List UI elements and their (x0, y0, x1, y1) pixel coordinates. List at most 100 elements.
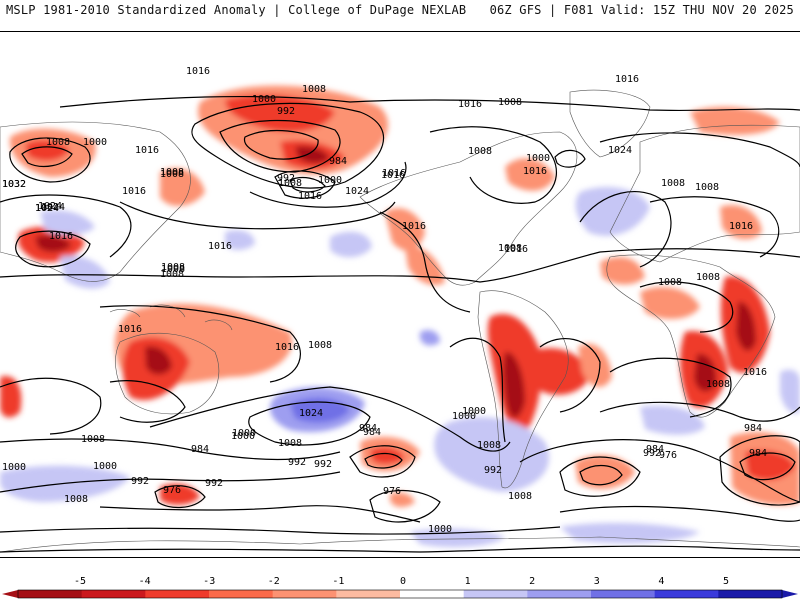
isobar (599, 401, 800, 422)
isobar-label: 992 (314, 459, 332, 470)
isobar-label: 992 (277, 106, 295, 117)
colorbar-segment (18, 590, 83, 598)
isobar (449, 337, 506, 443)
anomaly-patch (160, 483, 200, 505)
anomaly-patch (640, 405, 705, 435)
isobar-label: 984 (191, 444, 209, 455)
pressure-center-high: 1024 (35, 203, 59, 214)
colorbar-tick-label: 5 (723, 576, 729, 587)
isobar-label: 992 (288, 457, 306, 468)
isobar (349, 445, 416, 478)
isobar-label: 1016 (743, 367, 767, 378)
isobar-label: 1016 (186, 66, 210, 77)
isobar-label: 1016 (208, 241, 232, 252)
anomaly-patch (35, 234, 72, 253)
isobar-label: 1000 (462, 406, 486, 417)
isobar (59, 95, 800, 112)
isobar-label: 1000 (526, 153, 550, 164)
pressure-center-low: 984 (749, 448, 767, 459)
isobar-label: 1000 (231, 431, 255, 442)
isobar (191, 102, 385, 189)
isobar-label: 1024 (345, 186, 369, 197)
anomaly-patch (290, 397, 350, 423)
isobar-label: 984 (744, 423, 762, 434)
isobar-label: 1000 (252, 94, 276, 105)
isobar (0, 471, 341, 493)
isobar-label: 1008 (658, 277, 682, 288)
isobar (0, 438, 341, 461)
colorbar-segment (400, 590, 465, 598)
isobar (364, 452, 403, 469)
isobar (0, 545, 800, 553)
anomaly-patch (575, 455, 635, 489)
isobar-label: 1000 (428, 524, 452, 535)
isobar-label: 984 (363, 427, 381, 438)
isobar-label: 1016 (298, 191, 322, 202)
anomaly-patch (225, 230, 255, 250)
colorbar-segment (527, 590, 592, 598)
anomaly-patch (640, 287, 700, 319)
isobar (149, 386, 511, 452)
isobar-label: 1000 (452, 411, 476, 422)
anomaly-patch (370, 447, 405, 465)
isobar-label: 1008 (64, 494, 88, 505)
anomaly-shading-layer (0, 85, 800, 548)
isobar (0, 526, 561, 535)
colorbar-tick-label: 2 (529, 576, 535, 587)
isobars-layer (0, 95, 800, 553)
isobar (243, 129, 319, 160)
isobar (9, 137, 91, 183)
colorbar-outline (17, 589, 783, 599)
isobar (739, 452, 796, 481)
colorbar-segment (591, 590, 656, 598)
isobar (0, 248, 800, 283)
isobar (15, 230, 91, 268)
isobar-label: 992 (205, 478, 223, 489)
isobar (99, 305, 301, 383)
isobar-label: 1008 (696, 272, 720, 283)
isobar (379, 211, 471, 313)
colorbar-arrow-right (782, 590, 798, 598)
continent-antarctica (0, 536, 800, 553)
isobar-label: 1008 (161, 262, 185, 273)
isobar (99, 505, 421, 523)
isobar-label: 1008 (160, 169, 184, 180)
isobar-label: 1024 (38, 201, 62, 212)
isobar-label: 1000 (2, 462, 26, 473)
isobar-label: 1008 (706, 379, 730, 390)
anomaly-patch (145, 346, 172, 375)
anomaly-patch (405, 246, 445, 286)
isobar-label: 1032 (2, 179, 26, 190)
isobar-label: 1008 (695, 182, 719, 193)
isobar-label: 1008 (498, 243, 522, 254)
anomaly-patch (503, 351, 525, 418)
isobar (369, 489, 441, 523)
continent-europe (609, 124, 800, 263)
colorbar-tick-label: -5 (74, 576, 86, 587)
isobar-label: 1016 (402, 221, 426, 232)
colorbar-segment (272, 590, 337, 598)
anomaly-patch (530, 348, 590, 395)
isobar (429, 126, 557, 204)
pressure-center-high: 1032 (2, 179, 26, 190)
anomaly-patch (560, 522, 700, 544)
colorbar-segment (145, 590, 210, 598)
anomaly-patch (505, 158, 555, 191)
isobar (0, 377, 102, 435)
isobar (519, 439, 800, 503)
isobar (274, 170, 336, 199)
isobar-label: 1008 (477, 440, 501, 451)
anomaly-patch (575, 187, 650, 236)
isobar-label: 1008 (278, 438, 302, 449)
colorbar-tick-label: 1 (465, 576, 471, 587)
colorbar-segment (336, 590, 401, 598)
anomaly-patch (295, 146, 330, 164)
colorbar-tick-label: 3 (594, 576, 600, 587)
colorbar: -5 -4 -3 -2 -1 0 1 2 3 4 5 (0, 570, 800, 600)
isobar-label: 1008 (160, 167, 184, 178)
colorbar-segment (463, 590, 528, 598)
anomaly-patch (736, 301, 756, 351)
colorbar-segment (718, 590, 783, 598)
isobar-label: 1000 (318, 175, 342, 186)
colorbar-tick-label: 0 (400, 576, 406, 587)
